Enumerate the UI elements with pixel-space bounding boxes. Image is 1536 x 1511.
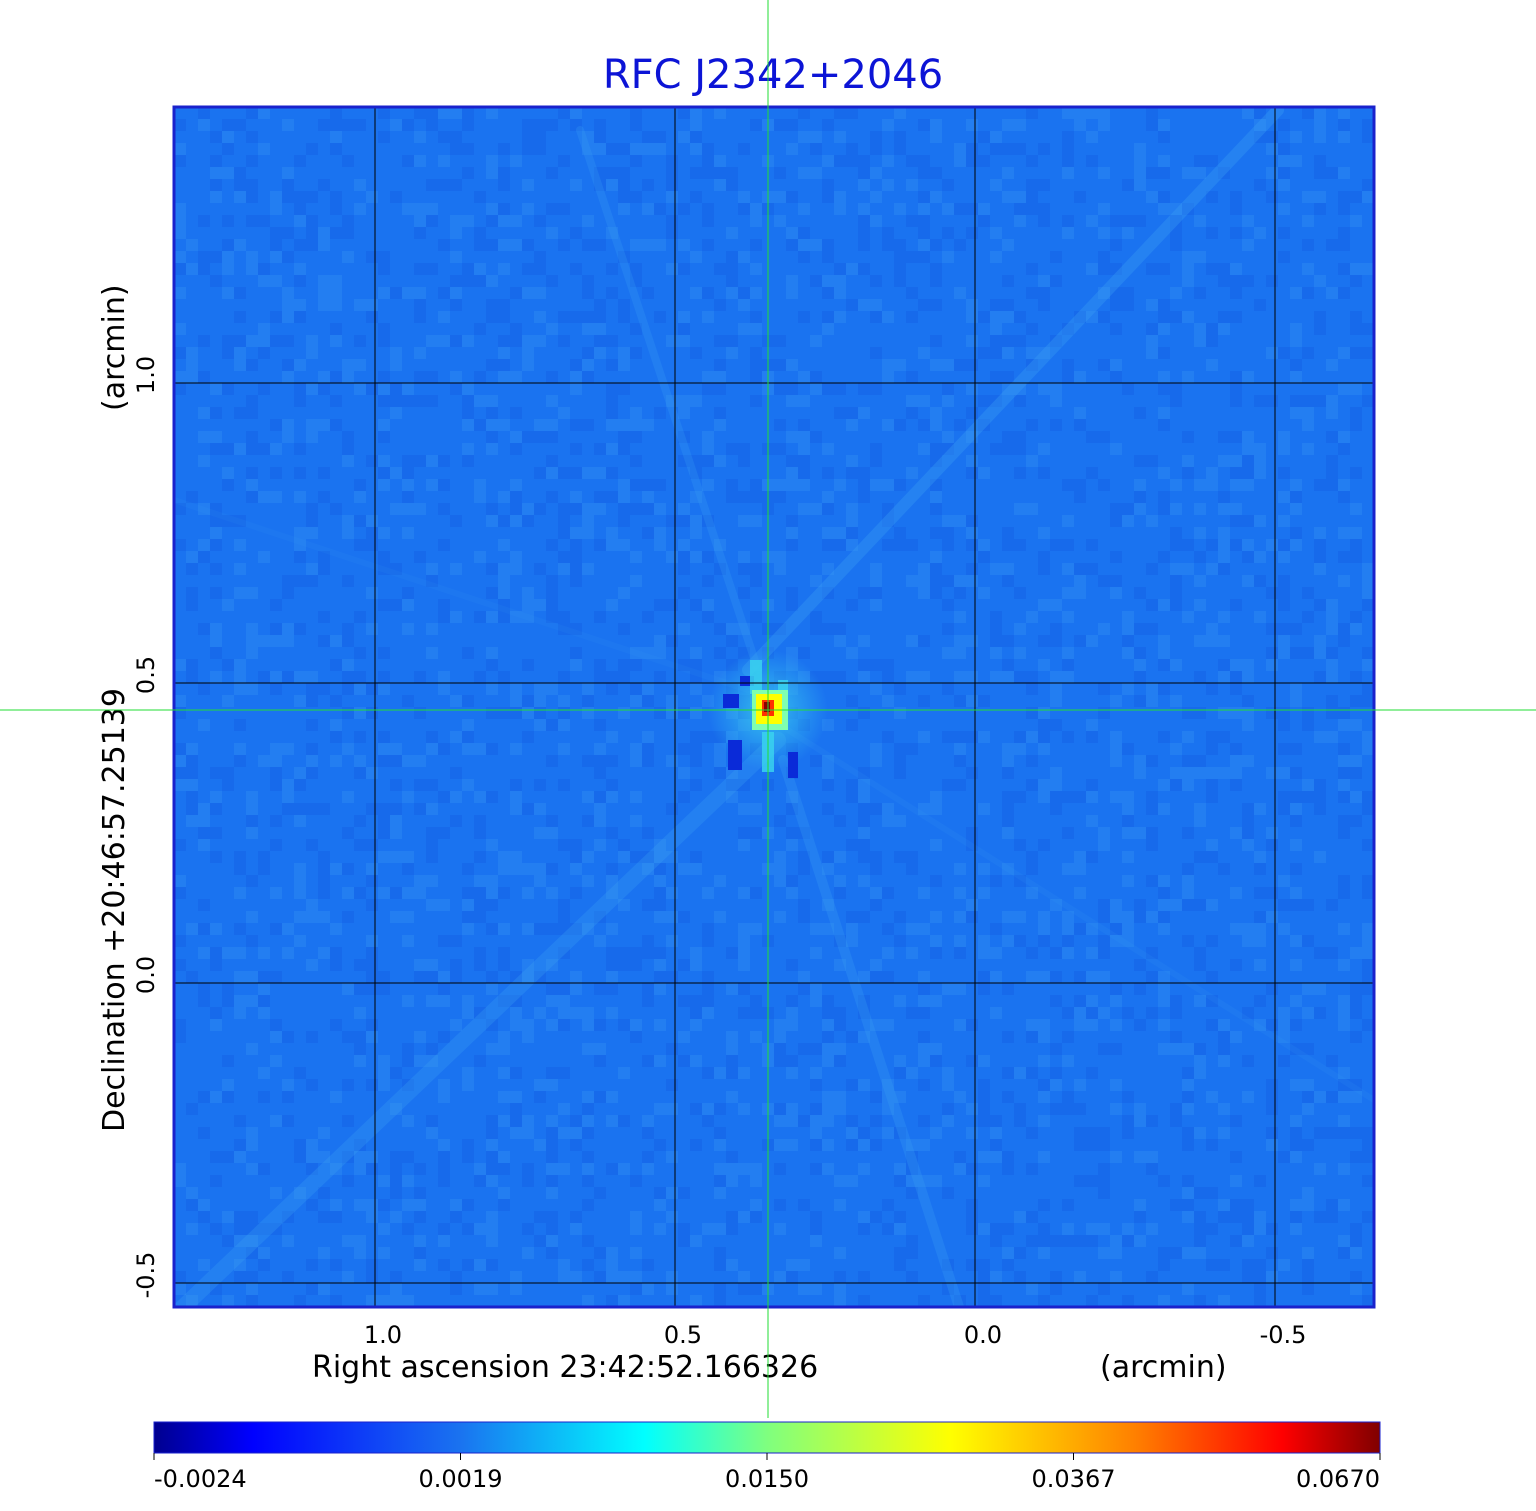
y-axis-ticks: 1.0 0.5 0.0 -0.5	[132, 356, 160, 1299]
source-peak-max	[764, 702, 770, 712]
negative-sidelobe	[728, 740, 742, 770]
sidelobe-streak	[778, 755, 965, 1307]
y-axis-label: Declination +20:46:57.25139	[97, 688, 132, 1132]
y-axis-unit: (arcmin)	[97, 284, 132, 411]
colorbar-tick-label: 0.0367	[1032, 1465, 1116, 1493]
positive-sidelobe	[750, 660, 762, 694]
image-field	[174, 107, 1374, 1307]
colorbar-tick-label: 0.0670	[1296, 1465, 1380, 1493]
colorbar-tick-label: 0.0150	[725, 1465, 809, 1493]
x-tick-label: -0.5	[1260, 1321, 1307, 1349]
y-tick-label: -0.5	[132, 1252, 160, 1299]
sidelobe-streak	[785, 727, 1374, 1103]
x-axis-unit: (arcmin)	[1100, 1350, 1227, 1385]
negative-sidelobe	[723, 694, 739, 708]
x-tick-label: 0.0	[964, 1321, 1002, 1349]
x-tick-label: 0.5	[664, 1321, 702, 1349]
x-axis-ticks: 1.0 0.5 0.0 -0.5	[364, 1321, 1307, 1349]
colorbar-tick-label: 0.0019	[419, 1465, 503, 1493]
crosshair	[0, 0, 1536, 1418]
sidelobe-streak	[174, 732, 786, 1307]
plot-frame	[172, 105, 1376, 1309]
sidelobe-streak	[174, 497, 751, 693]
y-tick-label: 0.5	[132, 656, 160, 694]
x-axis-label: Right ascension 23:42:52.166326	[312, 1350, 818, 1385]
colorbar-tick-label: -0.0024	[154, 1465, 247, 1493]
colorbar: -0.0024 0.0019 0.0150 0.0367 0.0670	[153, 1421, 1381, 1493]
colorbar-gradient	[153, 1421, 1381, 1454]
y-tick-label: 1.0	[132, 356, 160, 394]
x-tick-label: 1.0	[364, 1321, 402, 1349]
grid	[174, 107, 1374, 1307]
sidelobe-streak	[742, 107, 1284, 676]
sidelobe-streak	[576, 126, 762, 674]
chart-title: RFC J2342+2046	[603, 52, 943, 98]
negative-sidelobe	[740, 676, 754, 686]
y-tick-label: 0.0	[132, 956, 160, 994]
negative-sidelobe	[788, 752, 798, 778]
